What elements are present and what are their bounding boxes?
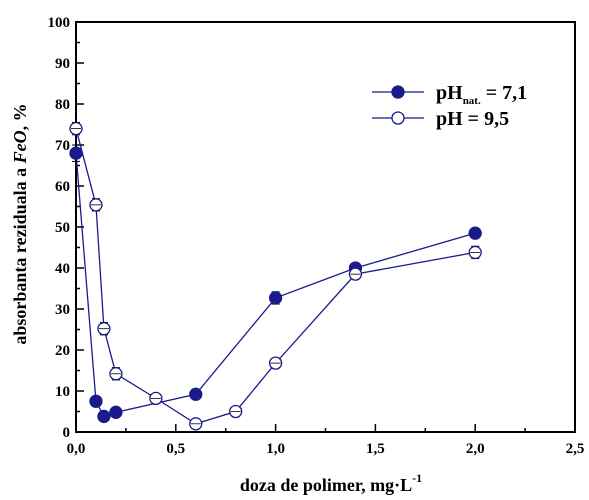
series-1	[69, 144, 482, 424]
legend-label: pH = 9,5	[436, 108, 509, 130]
legend-label: pHnat. = 7,1	[436, 82, 527, 107]
data-point	[109, 405, 123, 419]
series-layer	[69, 121, 482, 431]
data-point	[89, 394, 103, 408]
legend: pHnat. = 7,1pH = 9,5	[372, 82, 527, 130]
data-point	[97, 409, 111, 424]
y-tick-label: 70	[55, 138, 70, 154]
y-tick-label: 40	[55, 261, 70, 277]
y-tick-label: 0	[63, 425, 71, 441]
legend-marker	[391, 85, 405, 99]
x-tick-label: 2,0	[466, 441, 485, 457]
y-tick-label: 100	[48, 15, 71, 31]
y-tick-label: 50	[55, 220, 70, 236]
y-tick-label: 10	[55, 384, 70, 400]
series-line	[75, 128, 476, 425]
y-tick-label: 20	[55, 343, 70, 359]
legend-item-2: pH = 9,5	[372, 108, 509, 130]
x-tick-label: 1,0	[266, 441, 285, 457]
data-point	[189, 387, 203, 401]
y-tick-label: 80	[55, 97, 70, 113]
data-point	[69, 146, 83, 160]
x-tick-label: 2,5	[566, 441, 585, 457]
y-tick-label: 90	[55, 56, 70, 72]
x-tick-label: 0,0	[67, 441, 86, 457]
x-tick-label: 0,5	[166, 441, 185, 457]
y-axis-ticks: 0 10 20 30 40 50 60 70 80 90 100	[48, 15, 84, 441]
data-point	[468, 226, 482, 240]
series-2	[69, 121, 482, 431]
y-tick-label: 30	[55, 302, 70, 318]
y-tick-label: 60	[55, 179, 70, 195]
x-tick-label: 1,5	[366, 441, 385, 457]
series-line	[75, 153, 476, 418]
x-axis-title: doza de polimer, mg·L-1	[240, 471, 422, 495]
legend-item-1: pHnat. = 7,1	[372, 82, 527, 107]
x-axis-ticks: 0,0 0,5 1,0 1,5 2,0 2,5	[67, 424, 585, 457]
y-axis-title: absorbanta reziduala a FeO, %	[10, 103, 30, 344]
data-point	[268, 291, 283, 305]
legend-marker	[391, 111, 405, 125]
